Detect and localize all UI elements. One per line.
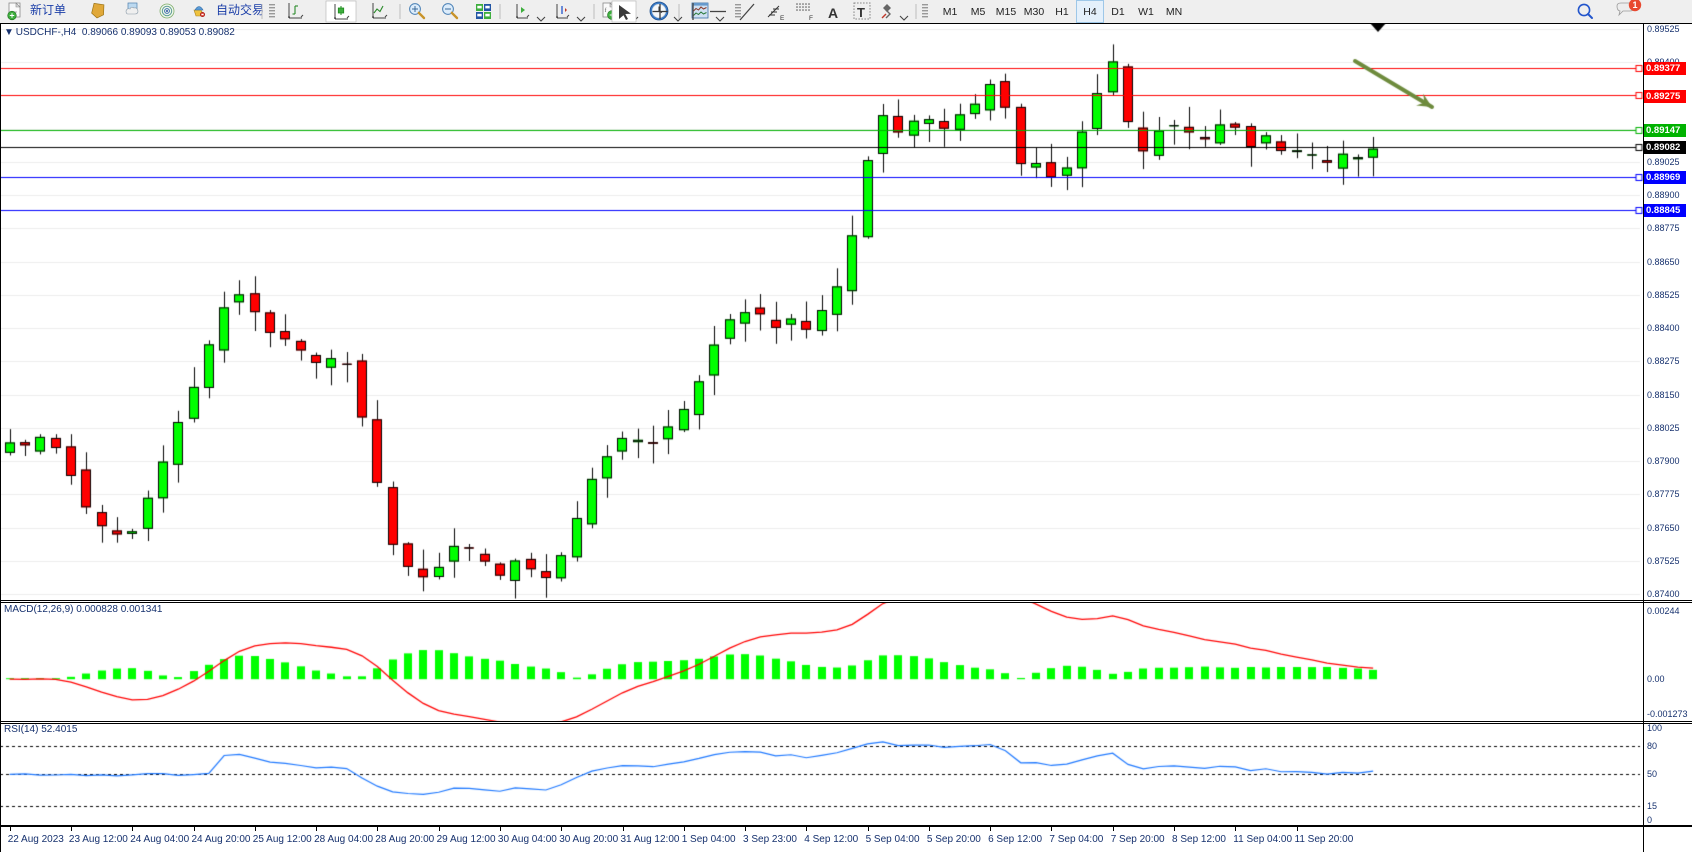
svg-text:1: 1 — [1632, 0, 1637, 10]
svg-text:E: E — [780, 15, 785, 22]
svg-text:F: F — [809, 15, 813, 22]
svg-text:T: T — [857, 5, 865, 20]
svg-text:f: f — [605, 7, 607, 14]
svg-text:新订单: 新订单 — [30, 2, 66, 17]
svg-text:A: A — [828, 5, 838, 21]
svg-text:自动交易: 自动交易 — [216, 2, 264, 17]
